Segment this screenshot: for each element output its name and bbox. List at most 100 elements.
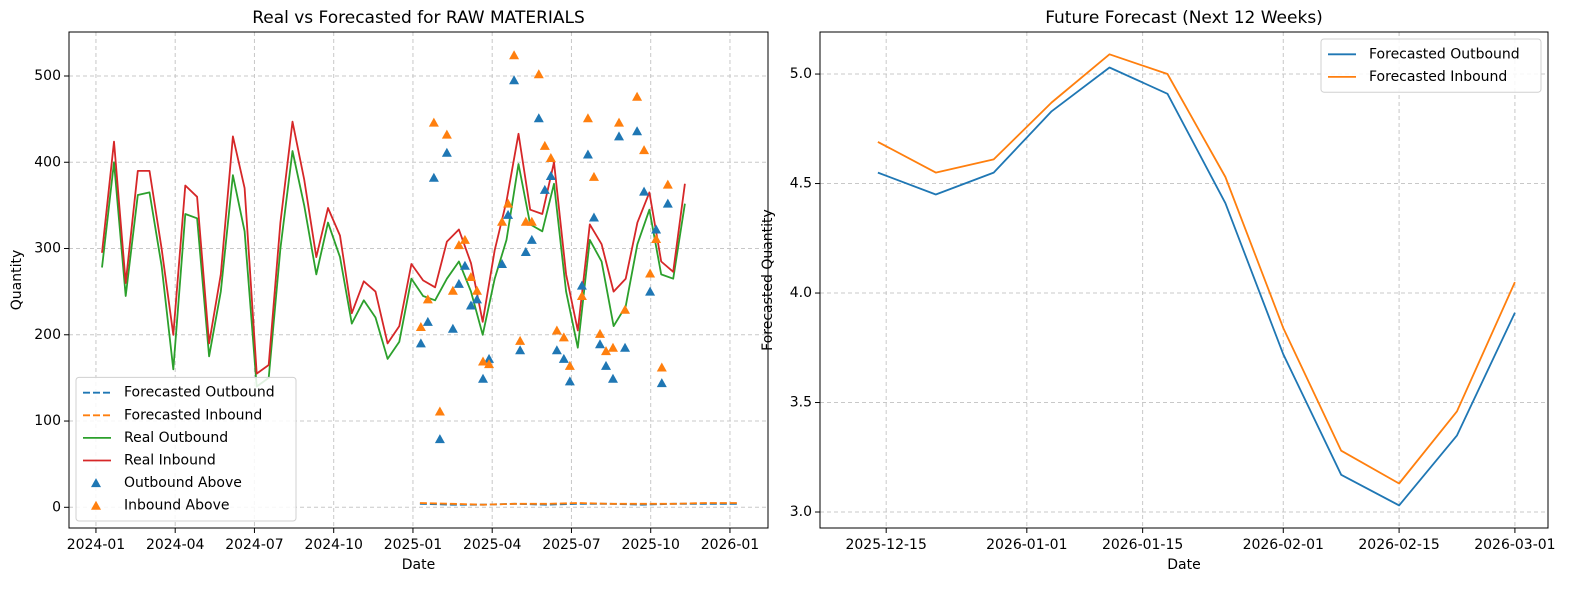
scatter-marker — [422, 294, 433, 304]
scatter-marker — [614, 131, 625, 141]
axes-frame — [68, 31, 769, 529]
scatter-marker — [465, 271, 476, 281]
scatter-marker — [582, 113, 593, 123]
series-line — [877, 53, 1516, 485]
y-tick-label: 4.0 — [790, 285, 812, 301]
y-tick-label: 400 — [34, 154, 61, 170]
scatter-marker — [607, 373, 618, 383]
x-tick-label: 2024-10 — [304, 537, 363, 553]
scatter-marker — [639, 145, 650, 155]
x-tick-label: 2025-04 — [463, 537, 522, 553]
scatter-marker — [539, 184, 550, 194]
scatter-marker — [478, 373, 489, 383]
scatter-marker — [428, 117, 439, 127]
legend-label: Forecasted Inbound — [124, 407, 262, 423]
x-tick-label: 2026-01-01 — [986, 537, 1067, 553]
scatter-marker — [645, 268, 656, 278]
scatter-marker — [459, 234, 470, 244]
scatter-marker — [497, 259, 508, 269]
scatter-marker — [594, 339, 605, 349]
legend-box — [75, 376, 297, 522]
scatter-marker — [564, 376, 575, 386]
scatter-marker — [503, 209, 514, 219]
scatter-marker — [509, 50, 520, 60]
y-tick-label: 100 — [34, 413, 61, 429]
scatter-marker — [620, 342, 631, 352]
scatter-marker — [526, 216, 537, 226]
scatter-marker — [632, 126, 643, 136]
x-tick-label: 2026-01 — [701, 537, 760, 553]
scatter-marker — [601, 360, 612, 370]
scatter-marker — [434, 434, 445, 444]
y-tick-label: 0 — [52, 499, 61, 515]
scatter-marker — [582, 149, 593, 159]
scatter-marker — [447, 285, 458, 295]
scatter-marker — [471, 294, 482, 304]
y-tick-label: 300 — [34, 241, 61, 257]
scatter-marker — [656, 362, 667, 372]
scatter-marker — [526, 234, 537, 244]
scatter-marker — [588, 212, 599, 222]
scatter-marker — [453, 240, 464, 250]
legend-label: Real Outbound — [124, 430, 228, 446]
scatter-marker — [545, 152, 556, 162]
scatter-marker — [607, 342, 618, 352]
scatter-marker — [484, 353, 495, 363]
scatter-marker — [539, 140, 550, 150]
x-tick-label: 2024-04 — [146, 537, 205, 553]
scatter-marker — [639, 186, 650, 196]
scatter-marker — [520, 246, 531, 256]
scatter-marker — [441, 147, 452, 157]
chart-title: Future Forecast (Next 12 Weeks) — [1045, 8, 1323, 28]
scatter-marker — [515, 335, 526, 345]
scatter-marker — [509, 75, 520, 85]
scatter-marker — [447, 323, 458, 333]
scatter-marker — [594, 328, 605, 338]
y-tick-label: 4.5 — [790, 176, 812, 192]
scatter-marker — [459, 260, 470, 270]
scatter-marker — [428, 172, 439, 182]
x-tick-label: 2025-07 — [542, 537, 601, 553]
x-tick-label: 2026-02-15 — [1358, 537, 1439, 553]
y-tick-label: 5.0 — [790, 66, 812, 82]
legend-label: Forecasted Outbound — [124, 385, 275, 401]
scatter-marker — [588, 171, 599, 181]
scatter-marker — [545, 171, 556, 181]
scatter-marker — [662, 179, 673, 189]
scatter-marker — [601, 346, 612, 356]
y-tick-label: 500 — [34, 68, 61, 84]
scatter-marker — [503, 198, 514, 208]
legend: Forecasted Outbound Forecasted Inbound — [1320, 38, 1542, 93]
x-tick-label: 2025-01 — [384, 537, 443, 553]
scatter-marker — [620, 304, 631, 314]
series-line — [101, 120, 686, 375]
scatter-marker — [441, 129, 452, 139]
series-line — [877, 66, 1516, 507]
legend-marker — [91, 500, 101, 510]
scatter-marker — [551, 345, 562, 355]
series-line — [419, 502, 738, 506]
scatter-marker — [484, 359, 495, 369]
x-tick-label: 2026-02-01 — [1243, 537, 1324, 553]
scatter-marker — [551, 325, 562, 335]
scatter-marker — [515, 345, 526, 355]
series-line — [101, 150, 686, 388]
legend-label: Forecasted Outbound — [1369, 46, 1520, 62]
chart-title: Real vs Forecasted for RAW MATERIALS — [252, 8, 585, 28]
scatter-marker — [415, 338, 426, 348]
legend-box — [1320, 38, 1542, 93]
x-tick-label: 2025-10 — [621, 537, 680, 553]
scatter-marker — [651, 224, 662, 234]
plot-area — [820, 32, 1548, 528]
scatter-marker — [576, 280, 587, 290]
scatter-marker — [533, 69, 544, 79]
scatter-marker — [415, 322, 426, 332]
scatter-marker — [471, 285, 482, 295]
x-axis-label: Date — [402, 557, 435, 573]
scatter-marker — [453, 278, 464, 288]
y-tick-label: 3.0 — [790, 504, 812, 520]
x-tick-label: 2025-12-15 — [845, 537, 926, 553]
legend-marker — [91, 478, 101, 488]
